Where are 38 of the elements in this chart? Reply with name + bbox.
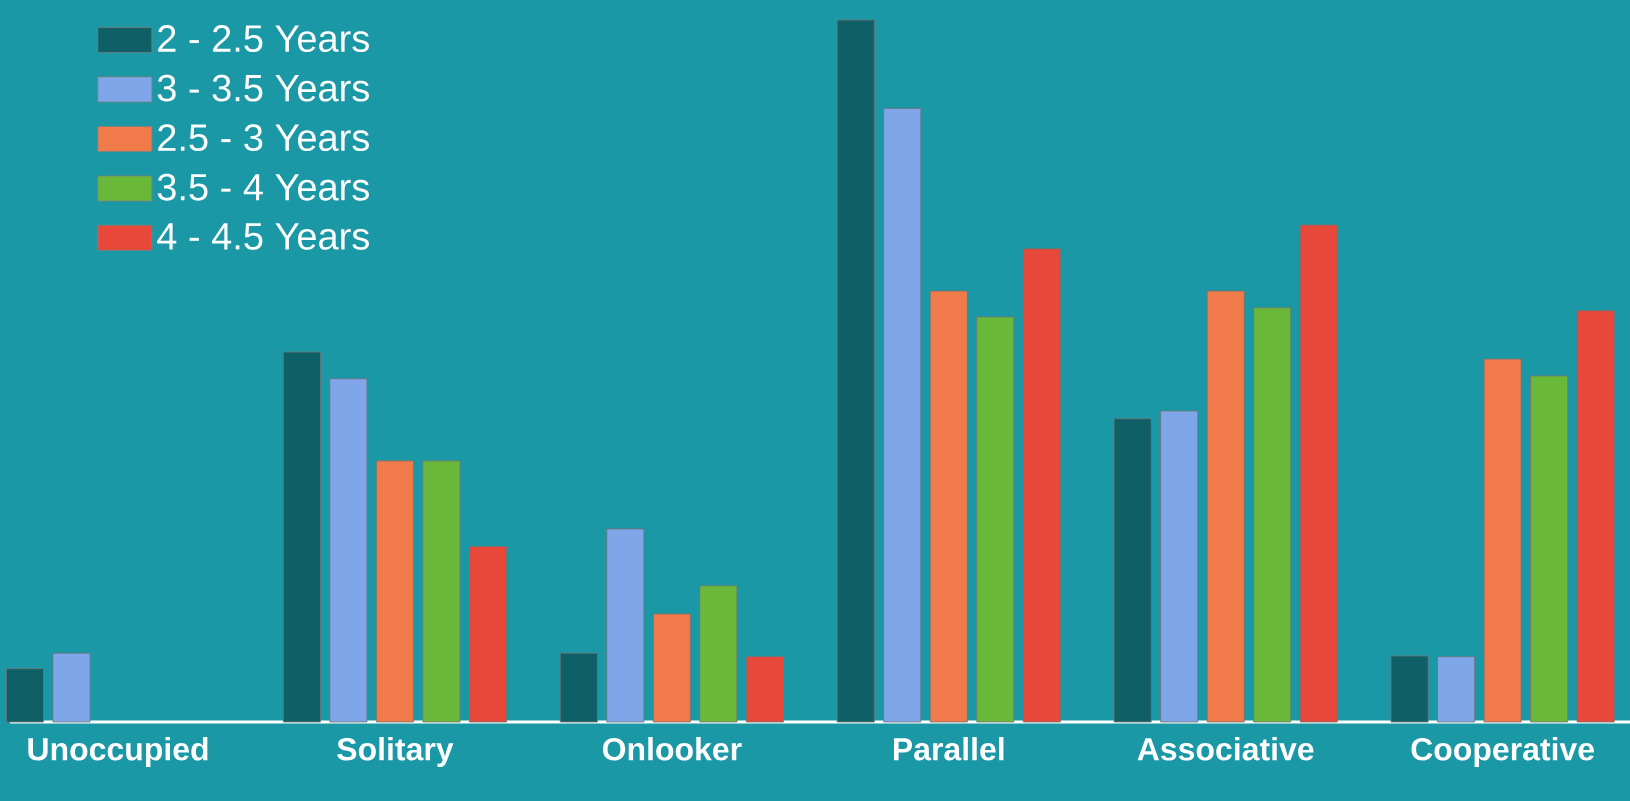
bar: [606, 528, 645, 723]
bar: [469, 546, 507, 723]
bar: [836, 19, 875, 723]
bar: [1530, 375, 1569, 723]
legend-label: 2.5 - 3 Years: [158, 124, 369, 152]
bar: [1206, 290, 1245, 723]
bar: [1390, 655, 1429, 723]
x-tick-label: Solitary: [337, 737, 454, 767]
x-tick-label: Associative: [1137, 737, 1314, 761]
bar: [929, 290, 968, 723]
x-tick-label: Cooperative: [1411, 737, 1594, 767]
bar: [652, 613, 691, 723]
legend-label: 3.5 - 4 Years: [157, 173, 369, 201]
bar: [1022, 248, 1061, 723]
bar: [329, 378, 368, 723]
bar: [883, 108, 922, 723]
bar: [52, 652, 91, 723]
bar: [559, 652, 598, 723]
bar: [1483, 358, 1522, 723]
bar: [1576, 310, 1615, 723]
legend-label: 2 - 2.5 Years: [158, 25, 369, 53]
x-tick-label: Parallel: [893, 737, 1004, 761]
x-tick-label: Onlooker: [602, 737, 742, 761]
bar: [1160, 410, 1199, 723]
bar: [1299, 224, 1338, 723]
bar: [282, 351, 321, 723]
bar: [745, 656, 784, 723]
bar: [699, 585, 738, 723]
bar: [422, 460, 461, 723]
bar: [6, 668, 44, 723]
bar: [976, 316, 1015, 723]
bar: [1253, 307, 1292, 723]
bar: [1437, 656, 1476, 723]
bar: [1113, 418, 1152, 723]
legend-label: 4 - 4.5 Years: [157, 223, 369, 250]
legend-label: 3 - 3.5 Years: [157, 74, 369, 102]
x-tick-label: Unoccupied: [28, 737, 208, 767]
bar: [375, 460, 414, 723]
